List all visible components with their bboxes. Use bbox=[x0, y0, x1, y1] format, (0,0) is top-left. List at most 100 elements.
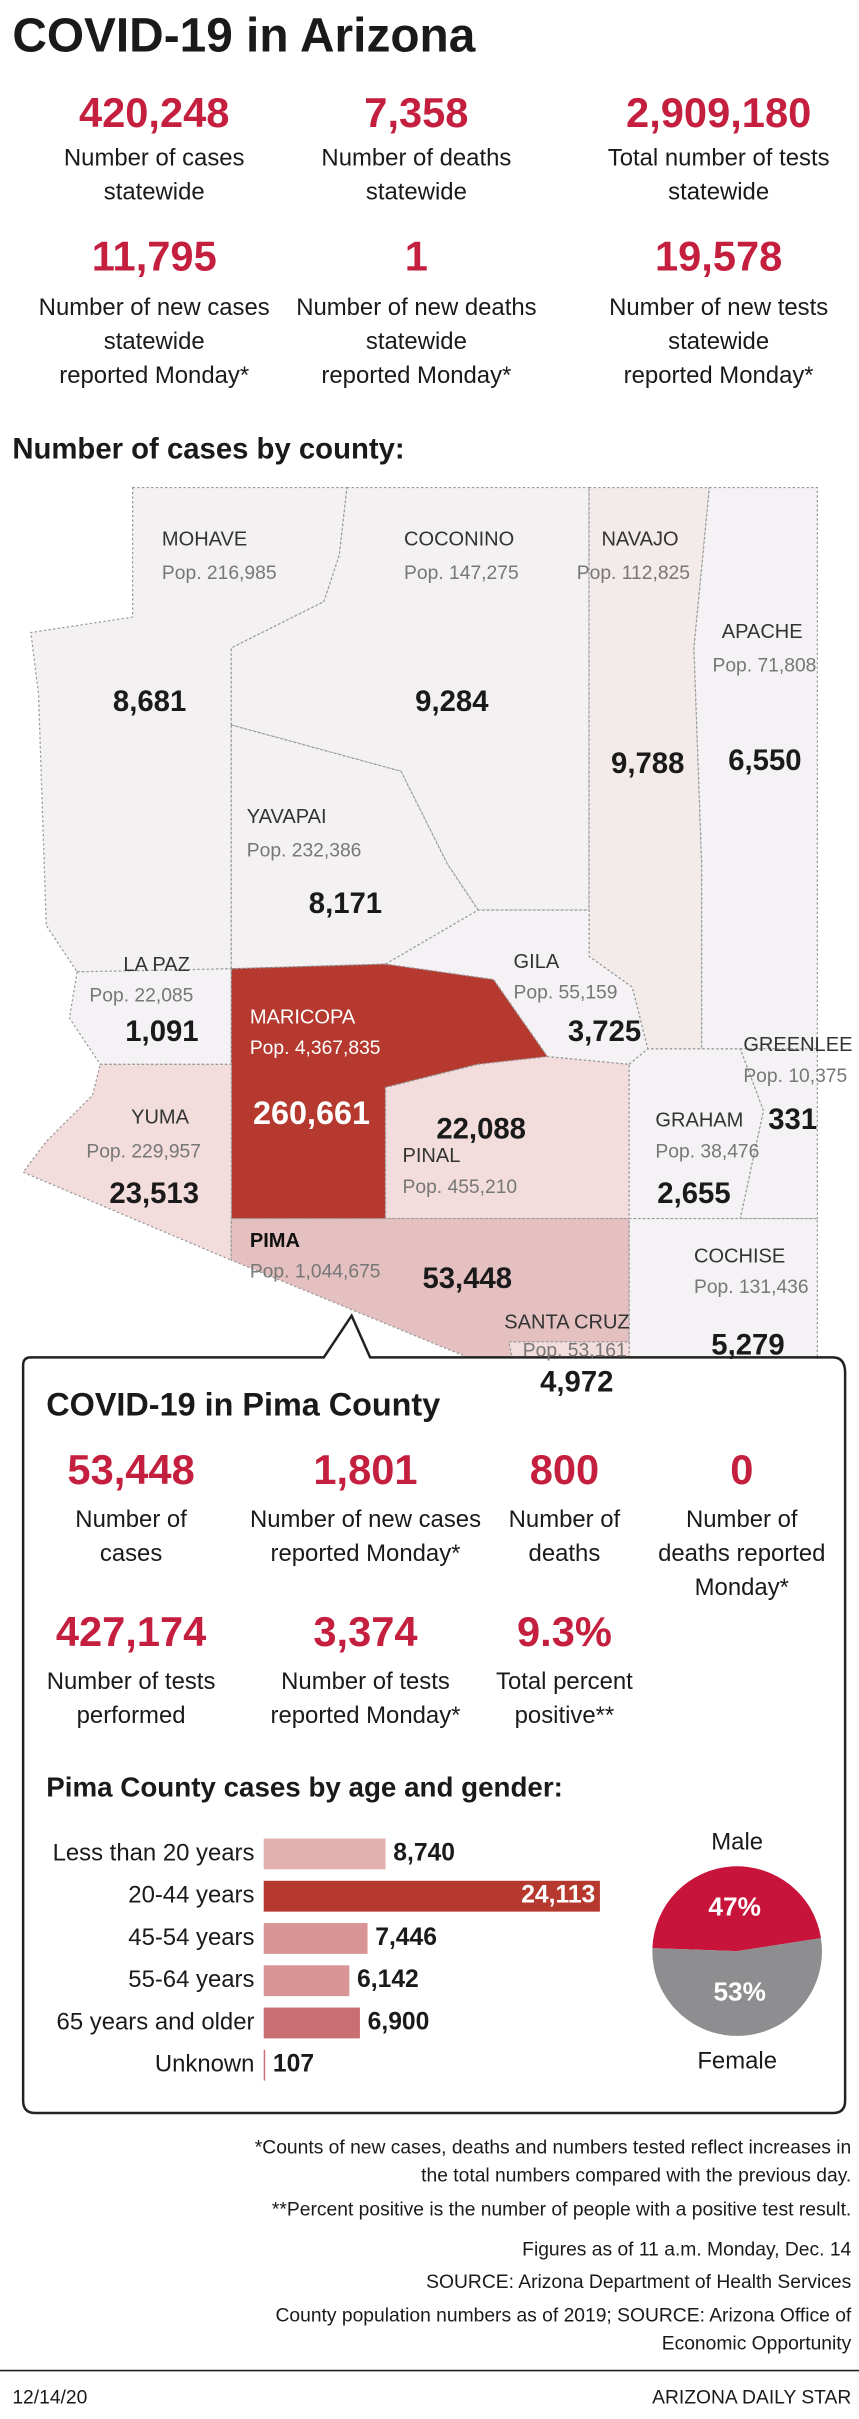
county-name: MOHAVE bbox=[162, 528, 247, 550]
footnote: Economic Opportunity bbox=[662, 2333, 852, 2354]
county-population: Pop. 232,386 bbox=[247, 841, 362, 862]
county-population: Pop. 10,375 bbox=[743, 1066, 847, 1087]
pima-value: 3,374 bbox=[313, 1608, 417, 1655]
bar-label: 20-44 years bbox=[128, 1882, 254, 1909]
pima-label: Number of bbox=[75, 1506, 187, 1533]
county-name: PINAL bbox=[403, 1145, 461, 1167]
county-name: GILA bbox=[514, 951, 560, 973]
county-name: SANTA CRUZ bbox=[504, 1312, 629, 1334]
county-population: Pop. 455,210 bbox=[403, 1177, 518, 1198]
bar bbox=[263, 2007, 360, 2039]
bar-label: Unknown bbox=[155, 2051, 255, 2078]
county-cases: 260,661 bbox=[253, 1095, 370, 1131]
stat-label: statewide bbox=[366, 178, 467, 205]
stat-label: reported Monday* bbox=[321, 362, 511, 389]
bar bbox=[263, 1923, 368, 1954]
county-cases: 5,279 bbox=[711, 1328, 784, 1361]
pie-category: Male bbox=[711, 1828, 763, 1855]
bar-value: 6,142 bbox=[357, 1966, 419, 1993]
bar-label: 65 years and older bbox=[57, 2008, 255, 2035]
pima-label: cases bbox=[100, 1540, 162, 1567]
footnote: *Counts of new cases, deaths and numbers… bbox=[255, 2138, 852, 2159]
footnote: the total numbers compared with the prev… bbox=[421, 2165, 851, 2186]
county-cases: 8,171 bbox=[309, 887, 382, 920]
pie-value: 47% bbox=[708, 1892, 760, 1922]
stat-label: Number of deaths bbox=[321, 144, 511, 171]
stat-label: statewide bbox=[104, 178, 205, 205]
pie-category: Female bbox=[697, 2047, 777, 2074]
bar-value: 24,113 bbox=[521, 1882, 595, 1909]
county-name: COCONINO bbox=[404, 528, 514, 550]
county-name: NAVAJO bbox=[601, 528, 678, 550]
bar-value: 7,446 bbox=[375, 1924, 437, 1951]
county-name: LA PAZ bbox=[123, 954, 189, 976]
county-cases: 9,788 bbox=[611, 747, 684, 780]
county-name: GREENLEE bbox=[743, 1034, 852, 1056]
pima-label: Number of bbox=[509, 1506, 621, 1533]
county-cases: 8,681 bbox=[113, 685, 186, 718]
county-population: Pop. 71,808 bbox=[712, 656, 816, 677]
stat-label: Total number of tests bbox=[608, 144, 830, 171]
county-population: Pop. 216,985 bbox=[162, 563, 277, 584]
county-name: PIMA bbox=[250, 1230, 300, 1252]
county-population: Pop. 131,436 bbox=[694, 1277, 809, 1298]
stat-value: 11,795 bbox=[92, 232, 217, 279]
pie-value: 53% bbox=[713, 1976, 765, 2006]
bar bbox=[263, 2049, 266, 2081]
footer-publisher: ARIZONA DAILY STAR bbox=[652, 2387, 851, 2408]
bar-label: 55-64 years bbox=[128, 1966, 254, 1993]
county-name: MARICOPA bbox=[250, 1006, 356, 1028]
county-population: Pop. 229,957 bbox=[86, 1141, 201, 1162]
county-population: Pop. 1,044,675 bbox=[250, 1262, 381, 1283]
stat-value: 1 bbox=[405, 232, 428, 279]
county-shape bbox=[693, 486, 818, 1050]
stat-label: statewide bbox=[104, 328, 205, 355]
pima-value: 800 bbox=[530, 1446, 599, 1493]
bar-label: 45-54 years bbox=[128, 1924, 254, 1951]
bar-value: 107 bbox=[273, 2051, 314, 2078]
pie-slice bbox=[652, 1866, 821, 1952]
pima-value: 0 bbox=[730, 1446, 753, 1493]
map-title: Number of cases by county: bbox=[12, 432, 404, 465]
county-cases: 4,972 bbox=[540, 1365, 613, 1398]
county-cases: 23,513 bbox=[109, 1177, 199, 1210]
pima-value: 9.3% bbox=[517, 1608, 612, 1655]
pima-label: reported Monday* bbox=[271, 1702, 461, 1729]
county-cases: 53,448 bbox=[422, 1262, 512, 1295]
pima-panel bbox=[21, 1313, 847, 2115]
county-cases: 9,284 bbox=[415, 685, 489, 718]
stat-label: Number of cases bbox=[64, 144, 245, 171]
footnote: Figures as of 11 a.m. Monday, Dec. 14 bbox=[522, 2239, 851, 2260]
pima-label: Total percent bbox=[496, 1668, 633, 1695]
county-name: YAVAPAI bbox=[247, 806, 327, 828]
pima-value: 1,801 bbox=[313, 1446, 417, 1493]
stat-value: 19,578 bbox=[655, 232, 782, 279]
county-population: Pop. 38,476 bbox=[655, 1141, 759, 1162]
bar bbox=[263, 1880, 600, 1912]
county-name: GRAHAM bbox=[655, 1110, 743, 1132]
pima-label: Monday* bbox=[695, 1574, 789, 1601]
stat-label: reported Monday* bbox=[624, 362, 814, 389]
stat-label: Number of new cases bbox=[39, 294, 270, 321]
pima-label: Number of bbox=[686, 1506, 798, 1533]
pima-label: Number of tests bbox=[281, 1668, 450, 1695]
county-population: Pop. 55,159 bbox=[514, 983, 618, 1004]
bar-label: Less than 20 years bbox=[53, 1839, 255, 1866]
stat-value: 2,909,180 bbox=[626, 89, 811, 136]
county-cases: 6,550 bbox=[728, 744, 801, 777]
county-cases: 22,088 bbox=[436, 1112, 526, 1145]
county-name: YUMA bbox=[131, 1107, 190, 1129]
pima-label: reported Monday* bbox=[271, 1540, 461, 1567]
county-population: Pop. 22,085 bbox=[89, 986, 193, 1007]
pima-label: positive** bbox=[515, 1702, 615, 1729]
county-population: Pop. 112,825 bbox=[577, 563, 690, 584]
county-cases: 1,091 bbox=[125, 1015, 198, 1048]
county-shape bbox=[22, 1063, 232, 1262]
county-cases: 2,655 bbox=[657, 1177, 730, 1210]
county-name: APACHE bbox=[722, 621, 803, 643]
pie-slice bbox=[652, 1938, 822, 2036]
map bbox=[22, 486, 818, 1402]
stat-label: reported Monday* bbox=[59, 362, 249, 389]
footnote: **Percent positive is the number of peop… bbox=[272, 2199, 851, 2220]
